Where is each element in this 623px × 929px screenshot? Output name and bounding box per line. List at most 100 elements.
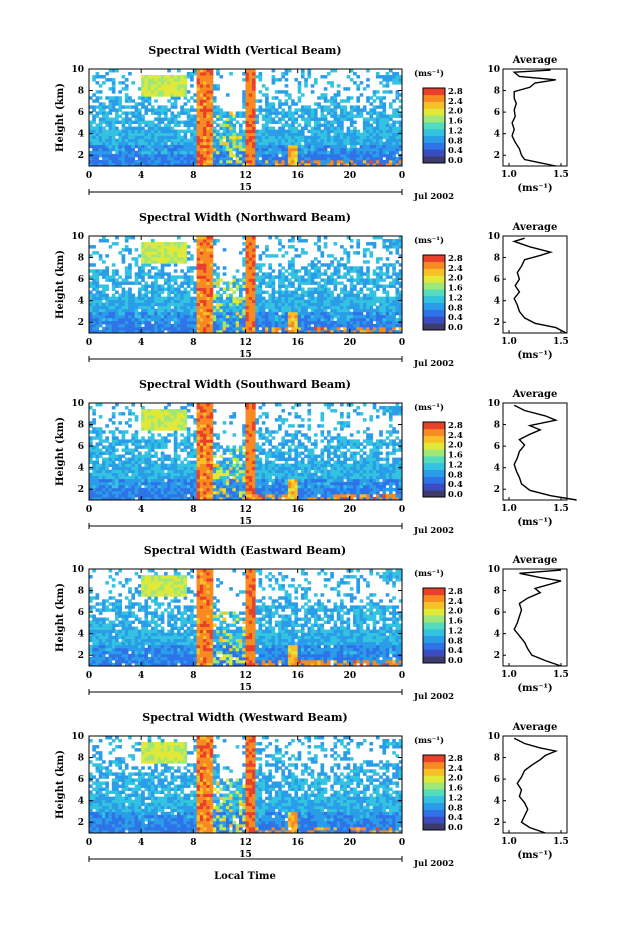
heatmap-cell <box>128 487 132 492</box>
heatmap-cell <box>128 311 132 316</box>
heatmap-cell <box>180 144 184 149</box>
heatmap-cell <box>95 317 100 322</box>
heatmap-cell <box>258 329 263 334</box>
heatmap-cell <box>330 96 334 100</box>
heatmap-cell <box>261 135 266 140</box>
heatmap-cell <box>278 90 282 94</box>
heatmap-cell <box>105 111 109 115</box>
heatmap-cell <box>307 290 312 294</box>
heatmap-cell <box>304 162 308 167</box>
heatmap-cell <box>395 162 400 167</box>
colorbar-swatch <box>423 122 445 130</box>
heatmap-cell <box>307 111 312 115</box>
heatmap-cell <box>137 132 142 137</box>
heatmap-cell <box>150 472 155 477</box>
heatmap-cell <box>128 475 132 480</box>
heatmap-cell <box>95 269 100 273</box>
heatmap-cell <box>219 162 224 167</box>
heatmap-cell <box>111 466 116 471</box>
heatmap-cell <box>261 159 266 164</box>
heatmap-cell <box>307 150 312 155</box>
heatmap-cell <box>98 239 103 243</box>
heatmap-cell <box>89 329 93 334</box>
heatmap-cell <box>340 311 344 316</box>
heatmap-cell <box>95 475 100 480</box>
heatmap-cell <box>196 156 201 161</box>
heatmap-cell <box>134 281 139 285</box>
heatmap-cell <box>268 132 272 137</box>
heatmap-cell <box>300 105 305 109</box>
heatmap-cell <box>252 257 256 261</box>
heatmap-cell <box>180 242 184 246</box>
heatmap-cell <box>203 248 207 252</box>
heatmap-cell <box>193 126 197 131</box>
heatmap-cell <box>248 272 253 276</box>
heatmap-cell <box>353 162 357 167</box>
heatmap-cell <box>196 236 201 240</box>
heatmap-cell <box>242 147 246 152</box>
heatmap-cell <box>336 144 341 149</box>
heatmap-cell <box>232 275 237 279</box>
heatmap-cell <box>392 153 396 158</box>
heatmap-cell <box>147 269 152 273</box>
heatmap-cell <box>89 284 93 288</box>
heatmap-cell <box>252 266 256 270</box>
heatmap-cell <box>294 278 299 282</box>
heatmap-cell <box>369 290 374 294</box>
heatmap-cell <box>343 323 347 328</box>
heatmap-cell <box>375 147 380 152</box>
heatmap-cell <box>294 320 299 325</box>
heatmap-cell <box>333 150 338 155</box>
heatmap-cell <box>291 290 295 294</box>
heatmap-cell <box>395 281 400 285</box>
heatmap-cell <box>92 126 96 131</box>
heatmap-cell <box>183 78 188 82</box>
heatmap-cell <box>95 284 100 288</box>
heatmap-cell <box>294 141 299 146</box>
heatmap-cell <box>111 493 116 498</box>
heatmap-cell <box>261 251 266 255</box>
heatmap-cell <box>313 135 318 140</box>
heatmap-cell <box>124 317 129 322</box>
heatmap-cell <box>252 245 256 249</box>
heatmap-cell <box>248 308 253 313</box>
heatmap-cell <box>121 490 126 495</box>
heatmap-cell <box>95 281 100 285</box>
heatmap-cell <box>261 147 266 152</box>
heatmap-cell <box>310 308 315 313</box>
heatmap-cell <box>294 117 299 121</box>
heatmap-cell <box>115 403 119 407</box>
heatmap-cell <box>366 126 370 131</box>
heatmap-cell <box>219 302 224 307</box>
avg-x-label: (ms⁻¹) <box>517 350 552 361</box>
heatmap-cell <box>379 308 383 313</box>
heatmap-cell <box>346 257 351 261</box>
heatmap-cell <box>177 329 181 334</box>
heatmap-cell <box>102 493 106 498</box>
heatmap-cell <box>209 278 214 282</box>
heatmap-cell <box>131 308 136 313</box>
heatmap-cell <box>95 72 100 76</box>
heatmap-cell <box>225 144 230 149</box>
heatmap-cell <box>190 162 194 167</box>
heatmap-cell <box>190 114 194 118</box>
heatmap-cell <box>128 248 132 252</box>
heatmap-cell <box>258 263 263 267</box>
heatmap-cell <box>118 150 122 155</box>
x-tick-label: 20 <box>344 338 357 348</box>
heatmap-cell <box>372 129 377 134</box>
heatmap-cell <box>154 424 158 428</box>
heatmap-cell <box>98 463 103 468</box>
heatmap-cell <box>366 141 370 146</box>
heatmap-cell <box>336 311 341 316</box>
heatmap-cell <box>102 463 106 468</box>
heatmap-cell <box>206 290 211 294</box>
heatmap-cell <box>317 245 321 249</box>
heatmap-cell <box>147 93 152 97</box>
heatmap-cell <box>154 159 158 164</box>
colorbar-swatch <box>423 101 445 109</box>
heatmap-cell <box>317 159 321 164</box>
heatmap-cell <box>102 111 106 115</box>
heatmap-cell <box>121 299 126 304</box>
heatmap-cell <box>111 302 116 307</box>
